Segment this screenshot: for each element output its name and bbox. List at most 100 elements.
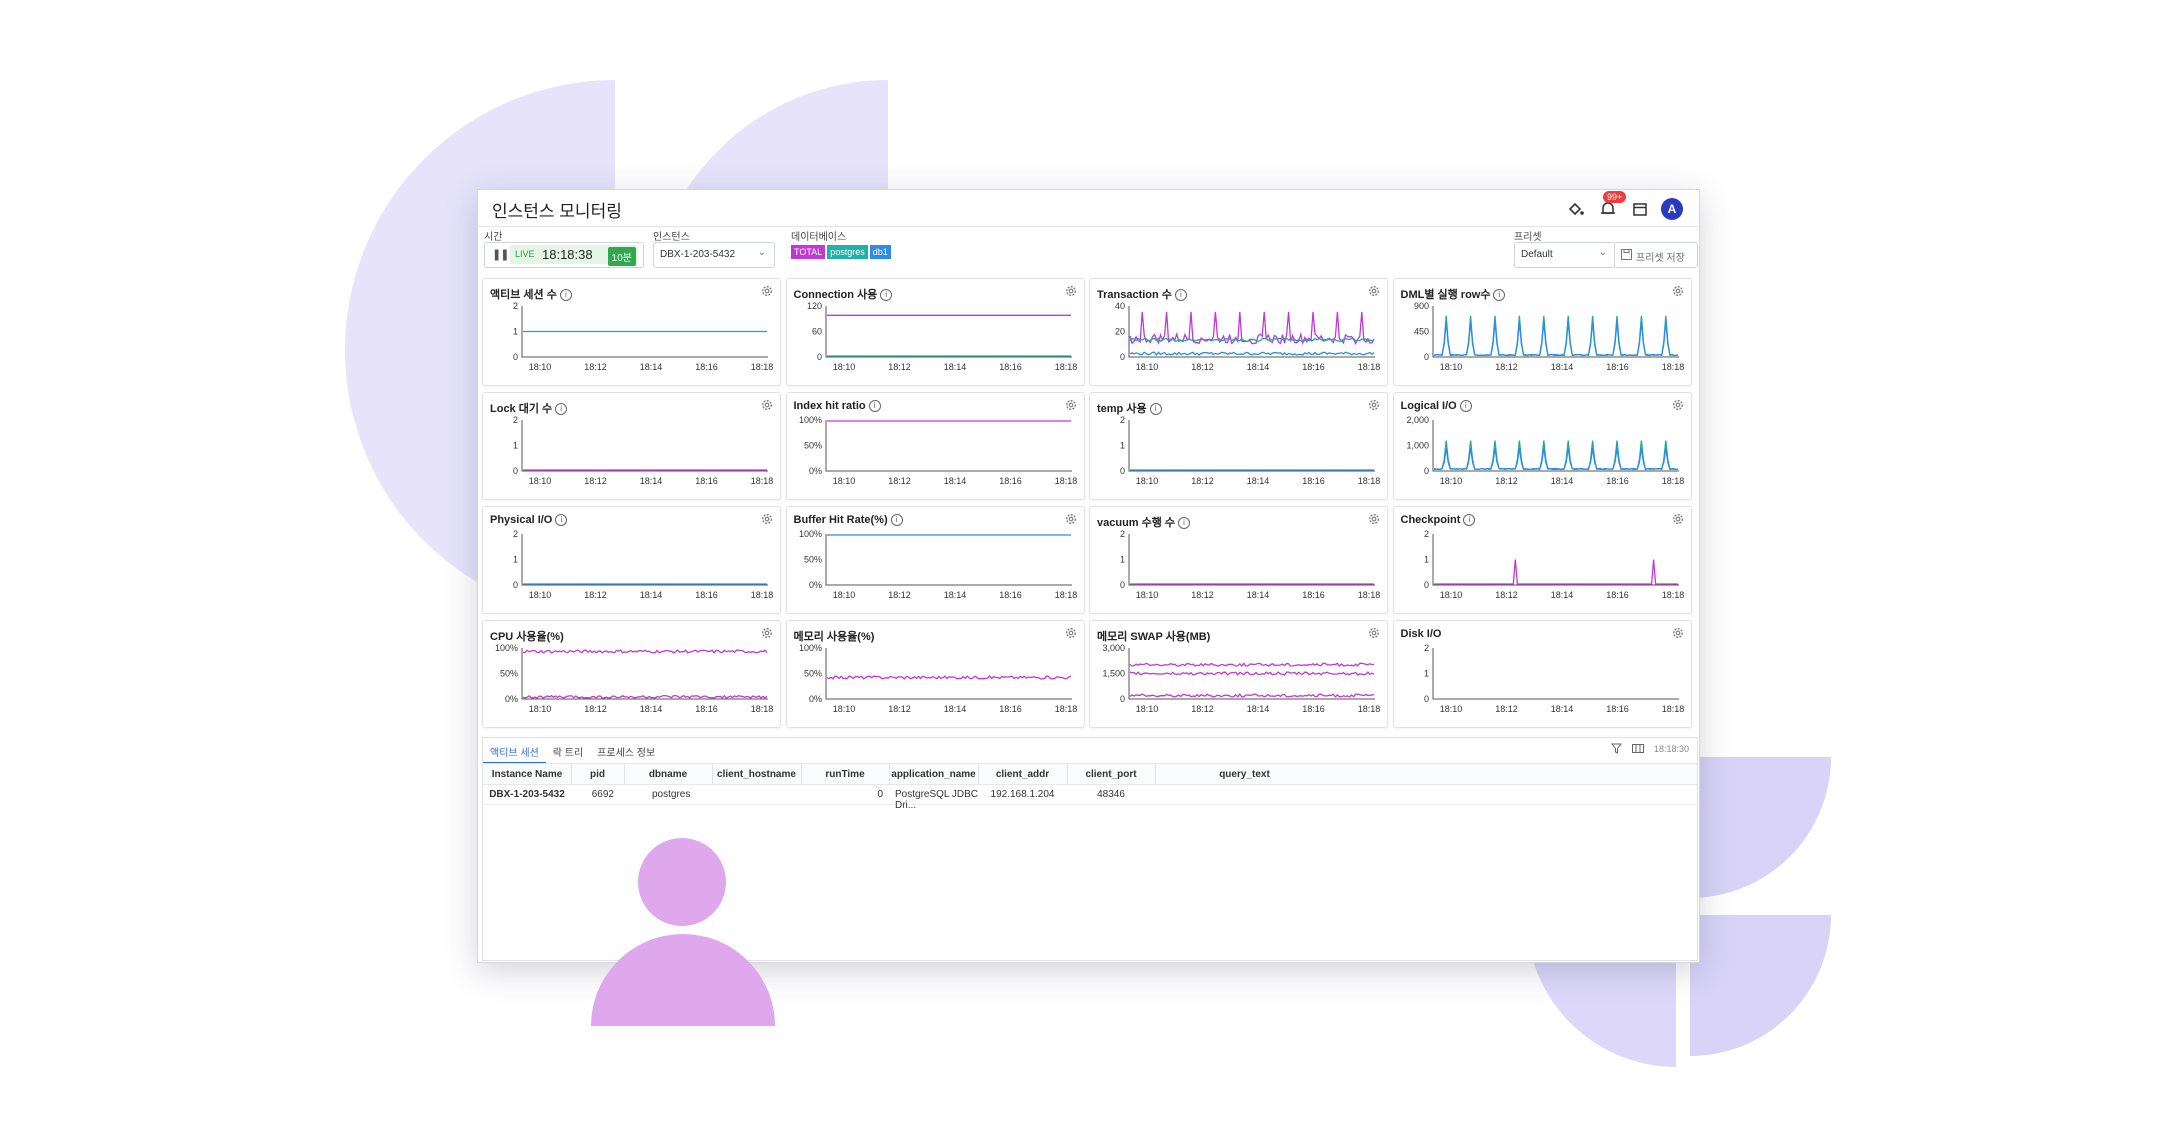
column-divider[interactable] — [571, 764, 572, 784]
chart-plot: 2 1 0 18:10 18:12 18:14 18:16 18:18 — [1423, 529, 1683, 600]
chart-plot: 40 20 0 18:10 18:12 18:14 18:16 18:18 — [1115, 301, 1380, 372]
app-window: 인스턴스 모니터링 99+ A 시간 ❚❚ LIVE 18:18:38 10분 — [477, 189, 1700, 963]
settings-gear-icon[interactable] — [761, 627, 773, 639]
column-header[interactable]: runTime — [825, 769, 865, 780]
chart-card: 메모리 SWAP 사용(MB) 3,000 1,500 0 18:10 18:12 18:1… — [1089, 620, 1388, 728]
x-tick-label: 18:14 — [640, 704, 663, 714]
y-tick-label: 1 — [513, 555, 518, 565]
calendar-icon[interactable] — [1629, 198, 1651, 220]
column-header[interactable]: client_hostname — [717, 769, 796, 780]
database-tags[interactable]: TOTAL postgres db1 — [791, 242, 893, 260]
series-line — [826, 675, 1071, 680]
time-label: 시간 — [484, 232, 503, 243]
table-cell: 6692 — [591, 789, 614, 800]
preset-select[interactable]: Default ⌄ — [1514, 242, 1616, 268]
settings-gear-icon[interactable] — [1672, 627, 1684, 639]
column-header[interactable]: dbname — [648, 769, 688, 780]
settings-gear-icon[interactable] — [1065, 513, 1077, 525]
x-tick-label: 18:12 — [1495, 362, 1518, 372]
x-tick-label: 18:12 — [888, 362, 911, 372]
series-line — [1129, 337, 1374, 343]
column-divider[interactable] — [712, 764, 713, 784]
x-tick-label: 18:16 — [1302, 362, 1325, 372]
chart-card: 메모리 사용율(%) 100% 50% 0% 18:10 18:12 18:14 18:16 1… — [785, 620, 1085, 728]
x-tick-label: 18:16 — [999, 476, 1022, 486]
info-icon[interactable]: i — [555, 514, 568, 526]
panel-tab[interactable]: 액티브 세션 — [483, 738, 546, 764]
chart-title: Index hit ratio i — [794, 400, 881, 412]
info-icon[interactable]: i — [1459, 400, 1472, 412]
instance-value: DBX-1-203-5432 — [660, 249, 736, 260]
column-divider[interactable] — [889, 764, 890, 784]
settings-gear-icon[interactable] — [1065, 627, 1077, 639]
y-tick-label: 3,000 — [1102, 643, 1125, 653]
info-icon[interactable]: i — [1493, 289, 1506, 301]
table-cell: DBX-1-203-5432 — [489, 789, 565, 800]
database-tag[interactable]: TOTAL — [791, 245, 826, 259]
settings-gear-icon[interactable] — [1368, 513, 1380, 525]
settings-gear-icon[interactable] — [1368, 285, 1380, 297]
info-icon[interactable]: i — [1149, 403, 1162, 415]
panel-tab[interactable]: 프로세스 정보 — [597, 748, 656, 759]
filter-icon[interactable] — [1610, 743, 1622, 754]
info-icon[interactable]: i — [559, 289, 572, 301]
chart-card: 액티브 세션 수 i 2 1 0 18:10 18:12 18:14 18:16 18:18 — [482, 278, 781, 386]
chart-plot: 2 1 0 18:10 18:12 18:14 18:16 18:18 — [513, 301, 773, 372]
settings-gear-icon[interactable] — [1065, 399, 1077, 411]
x-tick-label: 18:16 — [695, 704, 718, 714]
column-header[interactable]: application_name — [891, 769, 976, 780]
column-header[interactable]: Instance Name — [491, 769, 563, 780]
table-row[interactable]: DBX-1-203-5432 6692 postgres 0 PostgreSQL JD… — [483, 784, 1697, 811]
settings-gear-icon[interactable] — [1672, 513, 1684, 525]
panel-tab[interactable]: 락 트리 — [552, 748, 584, 759]
settings-gear-icon[interactable] — [761, 285, 773, 297]
table-cell: 48346 — [1097, 789, 1125, 800]
chart-card: temp 사용 i 2 1 0 18:10 18:12 18:14 18:16 18:18 — [1089, 392, 1388, 500]
notification-badge: 99+ — [1603, 191, 1627, 203]
column-header[interactable]: pid — [590, 769, 605, 780]
columns-icon[interactable] — [1631, 743, 1644, 754]
x-tick-label: 18:16 — [1606, 704, 1629, 714]
chart-axis — [825, 306, 1072, 358]
chart-title-text: vacuum 수행 수 — [1097, 517, 1176, 529]
settings-gear-icon[interactable] — [1672, 285, 1684, 297]
notification-bell-icon[interactable]: 99+ — [1597, 191, 1627, 220]
preset-save-button[interactable]: 프리셋 저장 — [1614, 242, 1698, 268]
instance-select[interactable]: DBX-1-203-5432 ⌄ — [653, 242, 775, 268]
column-divider[interactable] — [801, 764, 802, 784]
settings-gear-icon[interactable] — [1368, 399, 1380, 411]
pause-icon[interactable]: ❚❚ — [492, 249, 509, 261]
info-icon[interactable]: i — [1178, 517, 1191, 529]
column-header[interactable]: query_text — [1219, 769, 1270, 780]
info-icon[interactable]: i — [890, 514, 903, 526]
x-tick-label: 18:16 — [1606, 590, 1629, 600]
theme-paint-icon[interactable] — [1565, 198, 1587, 220]
x-tick-label: 18:10 — [832, 590, 855, 600]
y-tick-label: 0 — [1120, 466, 1125, 476]
database-tag[interactable]: postgres — [827, 245, 868, 259]
database-tag[interactable]: db1 — [869, 245, 891, 259]
column-header[interactable]: client_port — [1085, 769, 1137, 780]
x-tick-label: 18:18 — [1054, 704, 1077, 714]
column-divider[interactable] — [1155, 764, 1156, 784]
info-icon[interactable]: i — [1174, 289, 1187, 301]
settings-gear-icon[interactable] — [1065, 285, 1077, 297]
info-icon[interactable]: i — [868, 400, 881, 412]
column-divider[interactable] — [624, 764, 625, 784]
time-range-button[interactable]: 10분 — [607, 247, 636, 266]
column-divider[interactable] — [978, 764, 979, 784]
column-header[interactable]: client_addr — [995, 769, 1050, 780]
chart-plot: 2,000 1,000 0 18:10 18:12 18:14 18:16 18:18 — [1406, 415, 1684, 486]
chart-axis — [521, 534, 768, 586]
column-divider[interactable] — [1067, 764, 1068, 784]
info-icon[interactable]: i — [555, 403, 568, 415]
settings-gear-icon[interactable] — [1672, 399, 1684, 411]
settings-gear-icon[interactable] — [761, 399, 773, 411]
user-avatar[interactable]: A — [1661, 198, 1683, 220]
settings-gear-icon[interactable] — [761, 513, 773, 525]
x-tick-label: 18:18 — [751, 704, 774, 714]
x-tick-label: 18:14 — [943, 362, 966, 372]
settings-gear-icon[interactable] — [1368, 627, 1380, 639]
info-icon[interactable]: i — [1463, 514, 1476, 526]
info-icon[interactable]: i — [880, 289, 893, 301]
